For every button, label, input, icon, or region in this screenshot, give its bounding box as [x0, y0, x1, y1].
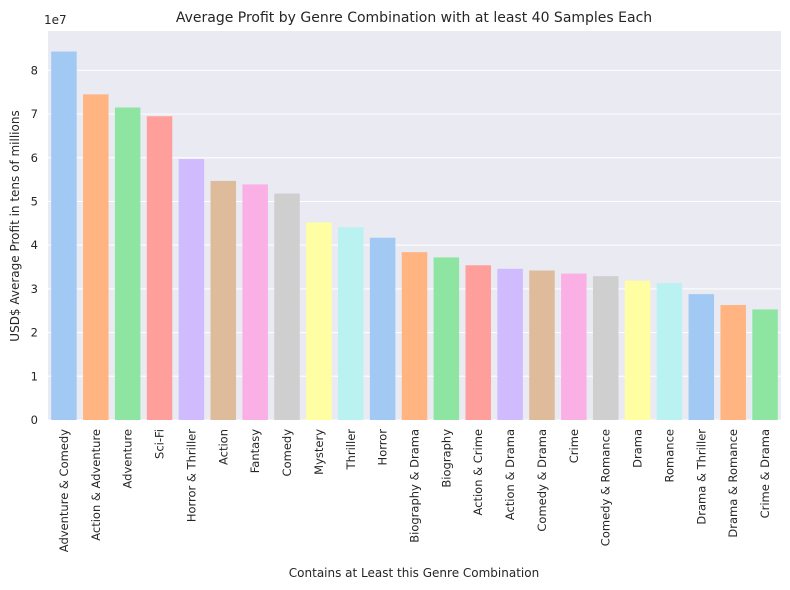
y-tick-label: 7 — [31, 107, 38, 121]
y-tick-labels: 0 1 2 3 4 5 6 7 8 — [31, 63, 38, 427]
x-tick-label: Biography & Drama — [408, 429, 422, 543]
x-tick-label: Comedy — [280, 429, 294, 477]
bar — [51, 51, 77, 421]
bar — [146, 116, 173, 420]
bar — [624, 280, 651, 420]
x-tick-label: Sci-Fi — [153, 429, 167, 459]
x-tick-label: Drama & Thriller — [694, 429, 708, 525]
y-offset-label: 1e7 — [44, 13, 67, 27]
x-tick-label: Horror — [376, 429, 390, 466]
bar — [592, 276, 619, 420]
bars — [51, 51, 778, 421]
bar — [210, 180, 237, 420]
y-tick-label: 2 — [31, 326, 38, 340]
bar — [178, 159, 205, 421]
bar — [274, 193, 300, 420]
x-tick-label: Fantasy — [248, 429, 262, 473]
bar — [688, 294, 715, 420]
bar — [306, 222, 332, 420]
bar — [656, 283, 683, 420]
x-tick-label: Drama — [631, 429, 645, 468]
x-tick-label: Adventure & Comedy — [57, 429, 71, 552]
x-tick-label: Action & Crime — [471, 429, 485, 516]
y-tick-label: 4 — [31, 238, 38, 252]
y-tick-label: 8 — [31, 63, 38, 77]
bar — [338, 227, 364, 420]
bar — [465, 265, 491, 420]
bar — [433, 257, 460, 420]
x-tick-label: Horror & Thriller — [184, 429, 198, 522]
bar — [83, 94, 109, 420]
bar — [720, 305, 746, 420]
y-axis-label: USD$ Average Profit in tens of millions — [8, 110, 22, 341]
x-tick-label: Action & Drama — [503, 429, 517, 520]
bar — [497, 268, 523, 420]
x-tick-label: Action & Adventure — [89, 429, 103, 541]
x-tick-label: Comedy & Romance — [599, 429, 613, 546]
y-tick-label: 6 — [31, 151, 38, 165]
x-tick-label: Adventure — [121, 429, 135, 488]
bar — [242, 184, 268, 420]
x-tick-label: Biography — [439, 429, 453, 488]
x-tick-label: Crime — [567, 429, 581, 463]
bar — [401, 252, 428, 420]
x-tick-label: Romance — [662, 429, 676, 482]
x-tick-label: Thriller — [344, 429, 358, 471]
x-tick-label: Action — [216, 429, 230, 465]
bar — [114, 107, 141, 420]
y-tick-label: 0 — [31, 413, 38, 427]
x-tick-labels: Adventure & Comedy Action & Adventure Adve… — [57, 429, 772, 552]
chart-title: Average Profit by Genre Combination with… — [176, 10, 652, 26]
x-tick-label: Comedy & Drama — [535, 429, 549, 532]
y-tick-label: 5 — [31, 194, 38, 208]
bar — [752, 309, 778, 420]
x-tick-label: Crime & Drama — [758, 429, 772, 518]
bar — [369, 237, 396, 420]
x-tick-label: Mystery — [312, 429, 326, 475]
bar — [529, 270, 555, 420]
y-tick-label: 1 — [31, 369, 38, 383]
bar — [561, 273, 587, 420]
x-axis-label: Contains at Least this Genre Combination — [289, 566, 539, 580]
x-tick-label: Drama & Romance — [726, 429, 740, 538]
y-tick-label: 3 — [31, 282, 38, 296]
